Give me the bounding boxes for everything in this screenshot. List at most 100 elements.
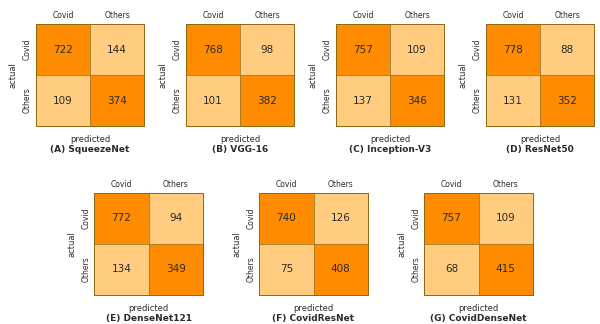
Text: Covid: Covid [82,207,91,229]
Text: Covid: Covid [473,39,482,60]
Bar [90,75,144,126]
Text: predicted: predicted [128,304,169,313]
Text: 137: 137 [353,96,373,106]
Bar [259,193,314,244]
Text: 768: 768 [203,45,223,55]
Text: 109: 109 [496,213,515,223]
Text: actual: actual [232,231,241,257]
Text: Covid: Covid [110,179,132,189]
Text: 722: 722 [53,45,73,55]
Text: 408: 408 [331,264,350,274]
Text: Others: Others [163,179,188,189]
Bar [36,75,90,126]
Bar [240,24,294,75]
Bar [90,24,144,75]
Text: 88: 88 [560,45,574,55]
Bar [336,75,390,126]
Bar [479,193,533,244]
Text: 757: 757 [442,213,461,223]
Text: 778: 778 [503,45,523,55]
Bar [486,75,540,126]
Text: Covid: Covid [440,179,462,189]
Text: Covid: Covid [52,11,74,20]
Bar [336,24,390,75]
Bar [186,24,294,126]
Text: Others: Others [404,11,430,20]
Text: predicted: predicted [293,304,334,313]
Text: actual: actual [67,231,76,257]
Text: Others: Others [323,88,332,113]
Text: Covid: Covid [352,11,374,20]
Text: Covid: Covid [247,207,256,229]
Text: Others: Others [254,11,280,20]
Bar [390,24,444,75]
Text: (G) CovidDenseNet: (G) CovidDenseNet [430,314,527,323]
Bar [240,75,294,126]
Text: 382: 382 [257,96,277,106]
Text: Others: Others [554,11,580,20]
Text: 101: 101 [203,96,223,106]
Bar [186,24,240,75]
Bar [479,244,533,295]
Bar [94,193,203,295]
Text: 349: 349 [166,264,185,274]
Text: predicted: predicted [520,135,560,144]
Bar [314,244,368,295]
Bar [259,193,368,295]
Bar [424,193,533,295]
Bar [186,75,240,126]
Text: 94: 94 [169,213,182,223]
Text: predicted: predicted [458,304,499,313]
Text: 346: 346 [407,96,427,106]
Text: Others: Others [247,256,256,282]
Text: 374: 374 [107,96,127,106]
Bar [540,24,594,75]
Text: 415: 415 [496,264,515,274]
Text: 134: 134 [112,264,131,274]
Text: 772: 772 [112,213,131,223]
Text: actual: actual [397,231,406,257]
Text: actual: actual [8,62,17,88]
Bar [149,193,203,244]
Bar [486,24,594,126]
Text: 352: 352 [557,96,577,106]
Text: Others: Others [104,11,130,20]
Bar [94,244,149,295]
Text: 144: 144 [107,45,127,55]
Text: 757: 757 [353,45,373,55]
Text: (B) VGG-16: (B) VGG-16 [212,145,268,155]
Text: predicted: predicted [70,135,110,144]
Text: 131: 131 [503,96,523,106]
Text: Covid: Covid [323,39,332,60]
Text: Others: Others [82,256,91,282]
Text: 98: 98 [260,45,274,55]
Text: 109: 109 [53,96,73,106]
Bar [259,244,314,295]
Text: Others: Others [412,256,421,282]
Bar [486,24,540,75]
Bar [424,193,479,244]
Text: actual: actual [458,62,467,88]
Text: Covid: Covid [412,207,421,229]
Text: (A) SqueezeNet: (A) SqueezeNet [50,145,130,155]
Text: Covid: Covid [502,11,524,20]
Text: predicted: predicted [220,135,260,144]
Text: (C) Inception-V3: (C) Inception-V3 [349,145,431,155]
Text: Others: Others [328,179,353,189]
Text: Others: Others [473,88,482,113]
Bar [36,24,90,75]
Text: actual: actual [308,62,317,88]
Bar [94,193,149,244]
Text: Others: Others [493,179,518,189]
Bar [36,24,144,126]
Bar [424,244,479,295]
Bar [336,24,444,126]
Bar [149,244,203,295]
Text: Others: Others [23,88,32,113]
Text: (F) CovidResNet: (F) CovidResNet [272,314,355,323]
Text: (E) DenseNet121: (E) DenseNet121 [106,314,191,323]
Text: Covid: Covid [173,39,182,60]
Text: (D) ResNet50: (D) ResNet50 [506,145,574,155]
Text: actual: actual [158,62,167,88]
Bar [390,75,444,126]
